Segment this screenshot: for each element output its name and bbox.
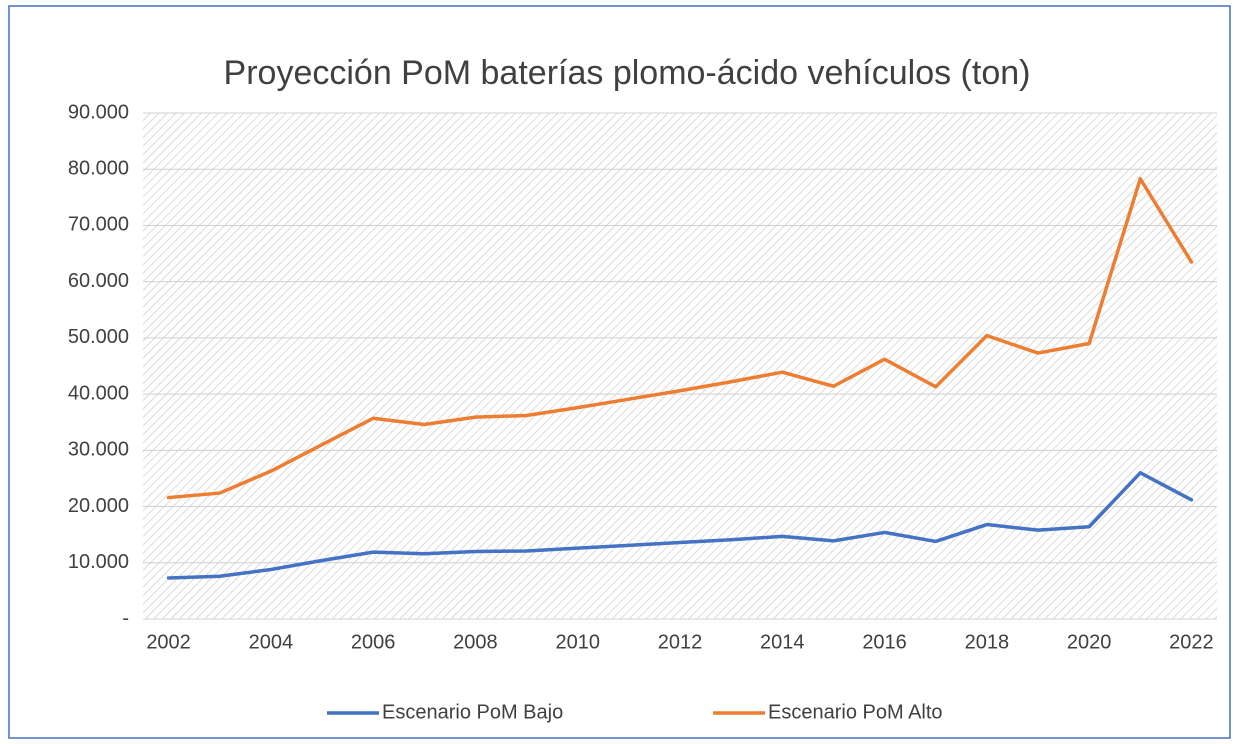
y-tick-label: 40.000 xyxy=(68,382,129,404)
y-tick-label: 70.000 xyxy=(68,214,129,236)
x-tick-label: 2010 xyxy=(555,631,600,653)
x-tick-label: 2014 xyxy=(760,631,805,653)
y-tick-label: 20.000 xyxy=(68,495,129,517)
data-line xyxy=(166,471,1194,580)
y-tick-label: 60.000 xyxy=(68,270,129,292)
y-tick-label: - xyxy=(122,607,129,629)
x-tick-label: 2006 xyxy=(351,631,396,653)
y-tick-label: 90.000 xyxy=(68,101,129,123)
chart-title: Proyección PoM baterías plomo-ácido vehí… xyxy=(224,54,1031,92)
legend-label: Escenario PoM Bajo xyxy=(382,701,563,723)
y-tick-label: 80.000 xyxy=(68,158,129,180)
y-tick-label: 50.000 xyxy=(68,326,129,348)
x-tick-label: 2004 xyxy=(249,631,294,653)
data-line xyxy=(166,177,1194,500)
y-tick-label: 30.000 xyxy=(68,439,129,461)
x-tick-label: 2008 xyxy=(453,631,498,653)
legend-label: Escenario PoM Alto xyxy=(768,701,943,723)
x-tick-label: 2022 xyxy=(1169,631,1214,653)
y-tick-label: 10.000 xyxy=(68,551,129,573)
x-tick-label: 2020 xyxy=(1067,631,1112,653)
x-tick-label: 2002 xyxy=(146,631,191,653)
x-tick-label: 2012 xyxy=(658,631,703,653)
x-tick-label: 2016 xyxy=(862,631,907,653)
plot-area xyxy=(143,113,1217,619)
x-tick-label: 2018 xyxy=(965,631,1010,653)
